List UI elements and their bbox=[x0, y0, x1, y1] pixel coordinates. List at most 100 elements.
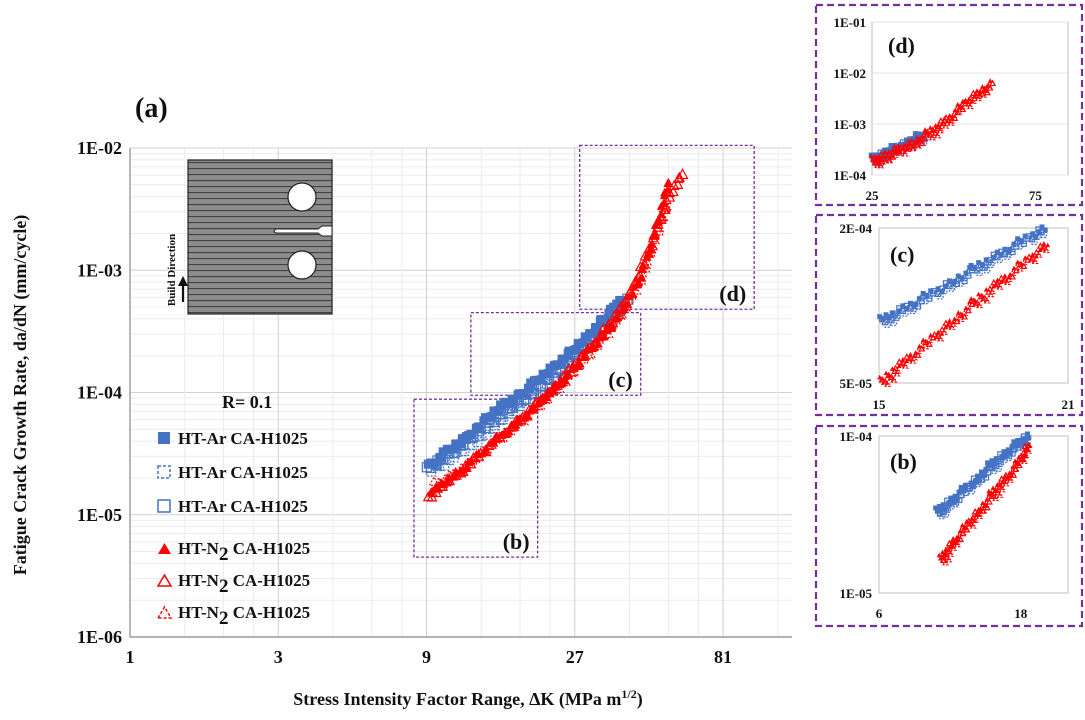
data-point bbox=[1016, 264, 1024, 272]
data-point bbox=[567, 365, 579, 376]
data-point bbox=[894, 367, 902, 374]
data-point bbox=[909, 357, 917, 364]
data-point bbox=[635, 274, 647, 285]
data-point bbox=[901, 362, 909, 369]
data-point bbox=[900, 303, 906, 309]
data-point bbox=[649, 234, 661, 245]
data-point bbox=[904, 145, 912, 153]
inset-panel-b: (b) 6 18 1E-05 1E-04 bbox=[814, 424, 1084, 628]
data-point bbox=[930, 330, 939, 338]
data-point bbox=[983, 297, 991, 304]
data-point bbox=[986, 285, 994, 292]
data-point bbox=[481, 443, 493, 454]
data-point bbox=[950, 283, 957, 290]
r-ratio-annotation: R= 0.1 bbox=[222, 392, 272, 412]
legend-item: HT-Ar CA-H1025 bbox=[157, 463, 308, 482]
data-point bbox=[952, 105, 960, 113]
data-point bbox=[891, 364, 900, 372]
data-point bbox=[1041, 241, 1047, 246]
data-point bbox=[619, 301, 631, 312]
data-point bbox=[481, 429, 492, 440]
data-point bbox=[494, 414, 505, 425]
data-point bbox=[598, 328, 610, 340]
data-point bbox=[971, 516, 979, 523]
data-point bbox=[448, 467, 460, 478]
data-point bbox=[929, 333, 937, 341]
inset-tick-labels: 25 75 1E-04 1E-03 1E-02 1E-01 bbox=[834, 15, 1043, 203]
data-point bbox=[630, 284, 642, 295]
inset-y-tick-label: 5E-05 bbox=[840, 376, 873, 391]
data-point bbox=[592, 333, 604, 344]
data-point bbox=[907, 300, 913, 306]
data-point bbox=[572, 359, 584, 370]
data-point bbox=[996, 283, 1004, 290]
specimen-notch bbox=[273, 225, 333, 237]
series-triangle-open bbox=[422, 167, 689, 502]
data-point bbox=[472, 451, 484, 462]
data-point bbox=[985, 82, 993, 89]
data-point bbox=[976, 301, 984, 309]
data-point bbox=[901, 149, 909, 157]
data-point bbox=[881, 150, 889, 157]
inset-panel-d: (d) 25 75 1E-04 1E-03 1E-02 1E-01 bbox=[814, 3, 1084, 207]
data-point bbox=[926, 336, 934, 343]
data-point bbox=[911, 305, 918, 313]
data-point bbox=[914, 141, 922, 149]
data-point bbox=[489, 416, 500, 428]
data-point bbox=[957, 280, 965, 287]
data-point bbox=[1004, 278, 1012, 286]
legend-item: HT-N2 CA-H1025 bbox=[158, 539, 310, 565]
main-axes bbox=[129, 148, 792, 638]
data-point bbox=[1030, 252, 1036, 257]
inset-x-tick-label: 6 bbox=[876, 606, 883, 621]
data-point bbox=[652, 221, 664, 232]
data-point bbox=[519, 394, 530, 405]
data-point bbox=[600, 314, 610, 324]
specimen-hole-bottom bbox=[287, 250, 317, 280]
data-point bbox=[942, 319, 950, 326]
data-point bbox=[949, 320, 957, 327]
data-point bbox=[925, 340, 933, 347]
data-point bbox=[553, 382, 565, 393]
data-point bbox=[947, 541, 955, 549]
data-point bbox=[948, 323, 956, 330]
data-point bbox=[454, 467, 466, 478]
data-point bbox=[474, 431, 485, 442]
data-point bbox=[1031, 257, 1039, 264]
data-point bbox=[1014, 458, 1022, 465]
data-point bbox=[941, 288, 948, 295]
data-point bbox=[1002, 246, 1008, 252]
inset-series bbox=[933, 431, 1033, 566]
data-point bbox=[890, 376, 898, 383]
data-point bbox=[979, 476, 986, 484]
data-point bbox=[1045, 242, 1051, 248]
main-series bbox=[421, 167, 689, 502]
data-point bbox=[586, 341, 598, 352]
data-point bbox=[583, 349, 595, 360]
data-point bbox=[631, 277, 643, 288]
inset-x-tick-label: 18 bbox=[1014, 606, 1028, 621]
data-point bbox=[946, 278, 952, 284]
data-point bbox=[1022, 451, 1030, 458]
data-point bbox=[512, 397, 523, 408]
inset-frame bbox=[814, 3, 1084, 207]
data-point bbox=[998, 475, 1006, 482]
data-point bbox=[909, 144, 917, 152]
data-point bbox=[1009, 472, 1015, 478]
data-point bbox=[959, 492, 966, 499]
data-point bbox=[918, 341, 926, 348]
data-point bbox=[939, 513, 946, 520]
y-tick-label: 1E-04 bbox=[77, 383, 122, 403]
data-point bbox=[1026, 435, 1032, 441]
data-point bbox=[944, 321, 952, 329]
data-point bbox=[668, 179, 680, 191]
data-point bbox=[543, 386, 555, 397]
legend: HT-Ar CA-H1025 HT-Ar CA-H1025 HT-Ar CA-H… bbox=[156, 429, 310, 629]
data-point bbox=[955, 108, 963, 115]
inset-x-tick-label: 21 bbox=[1062, 397, 1075, 412]
inset-y-tick-label: 1E-02 bbox=[834, 66, 867, 81]
data-point bbox=[914, 347, 922, 355]
data-point bbox=[556, 375, 568, 387]
data-point bbox=[959, 528, 967, 535]
data-point bbox=[1022, 444, 1030, 452]
